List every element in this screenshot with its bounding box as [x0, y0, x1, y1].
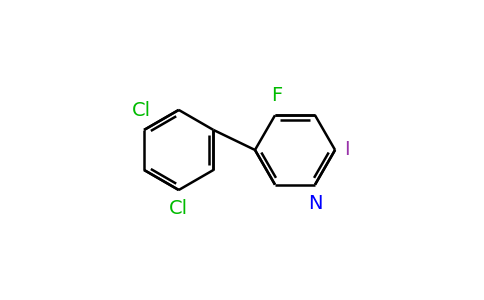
Text: F: F [271, 86, 282, 105]
Text: Cl: Cl [169, 199, 188, 218]
Text: Cl: Cl [132, 101, 151, 120]
Text: N: N [309, 194, 323, 213]
Text: I: I [344, 140, 350, 160]
